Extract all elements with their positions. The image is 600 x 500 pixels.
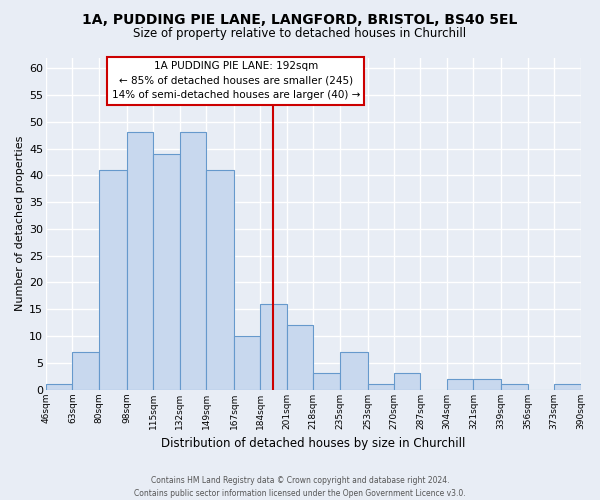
Bar (99, 170, 127, 390)
Bar (260, 304, 287, 390)
Bar (340, 352, 368, 390)
X-axis label: Distribution of detached houses by size in Churchill: Distribution of detached houses by size … (161, 437, 466, 450)
Y-axis label: Number of detached properties: Number of detached properties (15, 136, 25, 311)
Text: Contains HM Land Registry data © Crown copyright and database right 2024.
Contai: Contains HM Land Registry data © Crown c… (134, 476, 466, 498)
Bar (73, 352, 99, 390)
Bar (153, 154, 179, 390)
Bar (46, 384, 73, 390)
Bar (234, 336, 260, 390)
Bar (368, 384, 394, 390)
Bar (501, 384, 527, 390)
Text: Size of property relative to detached houses in Churchill: Size of property relative to detached ho… (133, 28, 467, 40)
Text: 1A, PUDDING PIE LANE, LANGFORD, BRISTOL, BS40 5EL: 1A, PUDDING PIE LANE, LANGFORD, BRISTOL,… (82, 12, 518, 26)
Bar (447, 379, 473, 390)
Bar (313, 374, 340, 390)
Bar (473, 379, 501, 390)
Bar (287, 326, 313, 390)
Text: 1A PUDDING PIE LANE: 192sqm
← 85% of detached houses are smaller (245)
14% of se: 1A PUDDING PIE LANE: 192sqm ← 85% of det… (112, 61, 360, 100)
Bar (179, 132, 206, 390)
Bar (127, 132, 153, 390)
Bar (394, 374, 421, 390)
Bar (554, 384, 581, 390)
Bar (206, 170, 234, 390)
